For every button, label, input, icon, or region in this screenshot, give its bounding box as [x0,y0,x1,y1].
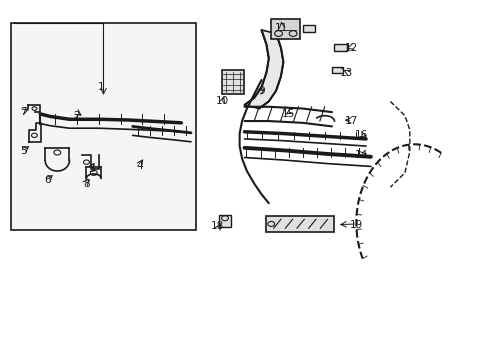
Text: 15: 15 [281,109,294,119]
Text: 2: 2 [73,111,80,121]
Text: 13: 13 [339,68,352,78]
Text: 9: 9 [258,86,264,96]
Text: 4: 4 [136,161,143,171]
Text: 8: 8 [83,179,90,189]
Text: 16: 16 [354,130,367,140]
Text: 18: 18 [211,221,224,231]
Text: 7: 7 [20,107,26,117]
Text: 14: 14 [354,150,367,160]
Bar [266,216,334,232]
Bar [302,24,314,32]
Text: 19: 19 [349,220,362,230]
Bar [271,19,300,39]
Bar [219,215,231,227]
Text: 17: 17 [344,116,357,126]
Text: 11: 11 [274,23,287,33]
Bar [331,67,342,73]
Bar [221,70,243,94]
Text: 10: 10 [216,96,229,107]
Text: 6: 6 [44,175,51,185]
Bar [11,23,196,230]
Polygon shape [244,30,283,109]
Text: 3: 3 [88,164,95,174]
Bar [334,44,346,51]
Text: 12: 12 [344,43,357,53]
Text: 1: 1 [98,82,104,92]
Text: 5: 5 [20,147,26,157]
